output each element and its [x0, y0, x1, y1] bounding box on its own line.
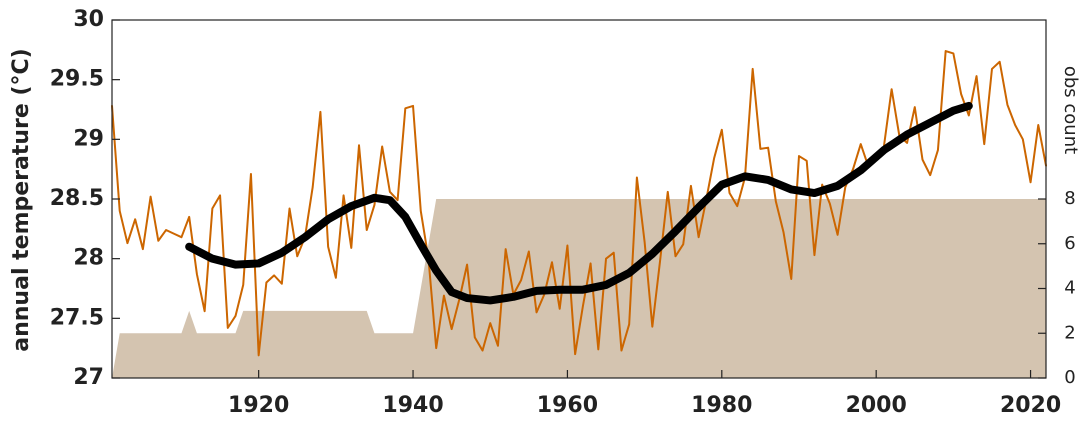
x-tick-label: 1980 [691, 393, 752, 418]
x-tick-label: 1960 [537, 393, 598, 418]
temperature-line [111, 50, 1047, 357]
y-tick-label: 28.5 [50, 186, 104, 211]
y-tick-label: 29.5 [50, 67, 104, 92]
y-tick-label: 28 [73, 246, 104, 271]
y-tick-label: 30 [73, 7, 104, 32]
x-tick-label: 1940 [382, 393, 443, 418]
y-axis-label: annual temperature (°C) [9, 48, 34, 351]
y2-tick-label: 6 [1064, 233, 1075, 254]
x-tick-label: 1920 [228, 393, 289, 418]
y2-tick-label: 4 [1064, 278, 1075, 299]
y-tick-label: 27.5 [50, 305, 104, 330]
y2-axis-label: obs count [1060, 66, 1081, 154]
y2-tick-label: 2 [1064, 322, 1075, 343]
x-tick-label: 2020 [1000, 393, 1061, 418]
y-tick-label: 29 [73, 126, 104, 151]
smoothed-line [185, 101, 973, 305]
y2-tick-label: 8 [1064, 188, 1075, 209]
y-tick-label: 27 [73, 365, 104, 390]
x-tick-label: 2000 [846, 393, 907, 418]
y2-tick-label: 0 [1064, 367, 1075, 388]
